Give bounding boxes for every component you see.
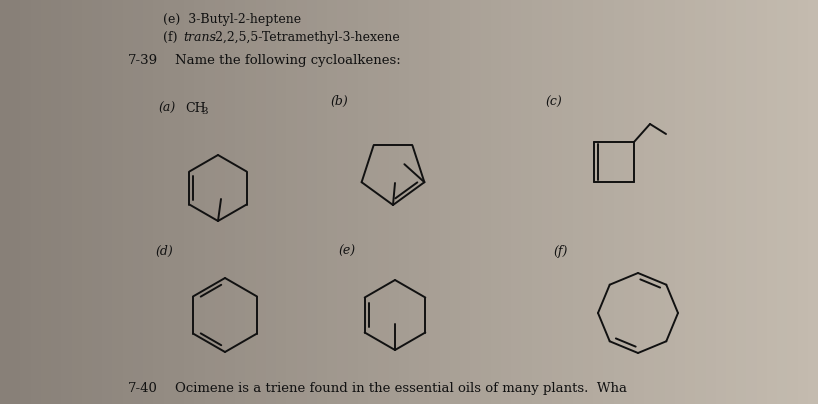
Bar — [685, 0, 696, 404]
Bar — [440, 0, 451, 404]
Bar — [582, 0, 594, 404]
Bar — [634, 0, 645, 404]
Bar — [214, 0, 226, 404]
Bar — [10, 0, 21, 404]
Bar — [368, 0, 380, 404]
Bar — [173, 0, 185, 404]
Bar — [61, 0, 73, 404]
Text: (d): (d) — [155, 245, 173, 258]
Bar — [501, 0, 512, 404]
Bar — [133, 0, 144, 404]
Bar — [143, 0, 155, 404]
Bar — [746, 0, 757, 404]
Bar — [542, 0, 553, 404]
Text: CH: CH — [185, 102, 205, 115]
Text: (b): (b) — [330, 95, 348, 108]
Bar — [736, 0, 748, 404]
Bar — [82, 0, 93, 404]
Bar — [31, 0, 42, 404]
Bar — [286, 0, 298, 404]
Bar — [41, 0, 52, 404]
Text: (c): (c) — [545, 96, 562, 109]
Bar — [327, 0, 339, 404]
Bar — [429, 0, 441, 404]
Bar — [470, 0, 482, 404]
Bar — [563, 0, 573, 404]
Bar — [154, 0, 164, 404]
Text: 7-40: 7-40 — [128, 382, 158, 395]
Bar — [695, 0, 707, 404]
Bar — [51, 0, 62, 404]
Bar — [654, 0, 666, 404]
Bar — [420, 0, 430, 404]
Bar — [112, 0, 124, 404]
Text: 3: 3 — [201, 107, 208, 116]
Bar — [123, 0, 134, 404]
Bar — [245, 0, 257, 404]
Bar — [92, 0, 103, 404]
Text: (e)  3-Butyl-2-heptene: (e) 3-Butyl-2-heptene — [163, 13, 301, 26]
Bar — [72, 0, 83, 404]
Bar — [664, 0, 676, 404]
Bar — [767, 0, 778, 404]
Bar — [716, 0, 727, 404]
Bar — [276, 0, 287, 404]
Text: (e): (e) — [338, 245, 355, 258]
Bar — [573, 0, 584, 404]
Text: trans: trans — [183, 31, 216, 44]
Bar — [787, 0, 798, 404]
Bar — [726, 0, 737, 404]
Bar — [807, 0, 818, 404]
Bar — [20, 0, 32, 404]
Bar — [389, 0, 400, 404]
Bar — [511, 0, 523, 404]
Bar — [481, 0, 492, 404]
Bar — [645, 0, 655, 404]
Bar — [255, 0, 267, 404]
Bar — [552, 0, 564, 404]
Text: -2,2,5,5-Tetramethyl-3-hexene: -2,2,5,5-Tetramethyl-3-hexene — [212, 31, 401, 44]
Bar — [358, 0, 369, 404]
Bar — [338, 0, 348, 404]
Bar — [593, 0, 605, 404]
Bar — [705, 0, 717, 404]
Bar — [225, 0, 236, 404]
Bar — [102, 0, 114, 404]
Bar — [307, 0, 318, 404]
Bar — [522, 0, 533, 404]
Bar — [460, 0, 471, 404]
Bar — [204, 0, 216, 404]
Bar — [378, 0, 389, 404]
Bar — [409, 0, 420, 404]
Bar — [757, 0, 768, 404]
Bar — [317, 0, 328, 404]
Bar — [164, 0, 175, 404]
Bar — [348, 0, 359, 404]
Text: Ocimene is a triene found in the essential oils of many plants.  Wha: Ocimene is a triene found in the essenti… — [175, 382, 627, 395]
Bar — [184, 0, 196, 404]
Bar — [614, 0, 625, 404]
Bar — [603, 0, 614, 404]
Text: (a): (a) — [158, 102, 175, 115]
Bar — [798, 0, 809, 404]
Bar — [675, 0, 686, 404]
Bar — [491, 0, 502, 404]
Bar — [532, 0, 543, 404]
Bar — [0, 0, 11, 404]
Text: Name the following cycloalkenes:: Name the following cycloalkenes: — [175, 54, 401, 67]
Text: (f): (f) — [163, 31, 186, 44]
Bar — [195, 0, 205, 404]
Bar — [399, 0, 410, 404]
Bar — [266, 0, 277, 404]
Text: (f): (f) — [553, 245, 568, 258]
Bar — [236, 0, 246, 404]
Bar — [777, 0, 789, 404]
Bar — [624, 0, 635, 404]
Bar — [296, 0, 308, 404]
Text: 7-39: 7-39 — [128, 54, 158, 67]
Bar — [450, 0, 461, 404]
